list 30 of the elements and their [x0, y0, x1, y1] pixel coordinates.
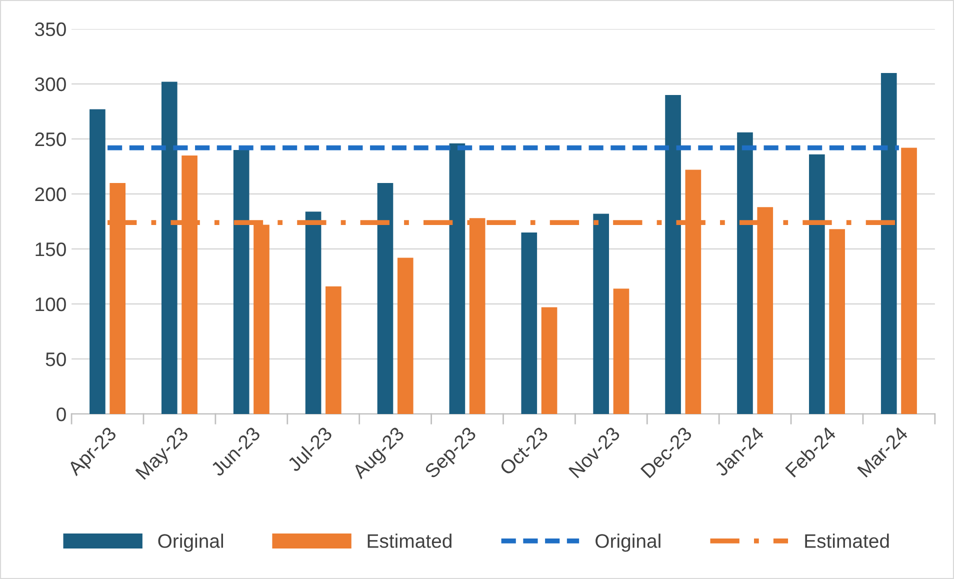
bar [305, 212, 322, 414]
y-tick-label: 350 [34, 22, 66, 36]
bar [541, 307, 558, 414]
bar [377, 182, 394, 414]
y-tick-label: 0 [56, 407, 66, 422]
y-tick-label: 250 [35, 132, 66, 146]
bar [326, 286, 342, 414]
y-tick-label: 200 [35, 187, 66, 202]
bar [901, 148, 917, 414]
legend-label: Estimated [368, 534, 452, 548]
y-tick-label: 50 [46, 352, 66, 366]
legend-label: Estimated [805, 534, 889, 548]
bar [449, 143, 466, 414]
y-tick-label: 150 [36, 242, 66, 256]
y-tick-label: 100 [36, 297, 66, 312]
bar [737, 132, 753, 414]
bar [829, 229, 845, 414]
y-tick-label: 300 [34, 77, 66, 92]
bar [665, 94, 681, 414]
bar [880, 72, 897, 414]
bar [521, 232, 538, 414]
bar [233, 150, 250, 414]
bar [809, 154, 825, 414]
bar [613, 288, 630, 414]
bar [397, 258, 414, 414]
legend-label: Original [158, 534, 223, 552]
bar [161, 82, 178, 414]
bar [90, 109, 106, 414]
legend-label: Original [596, 534, 660, 552]
bar [593, 214, 609, 414]
